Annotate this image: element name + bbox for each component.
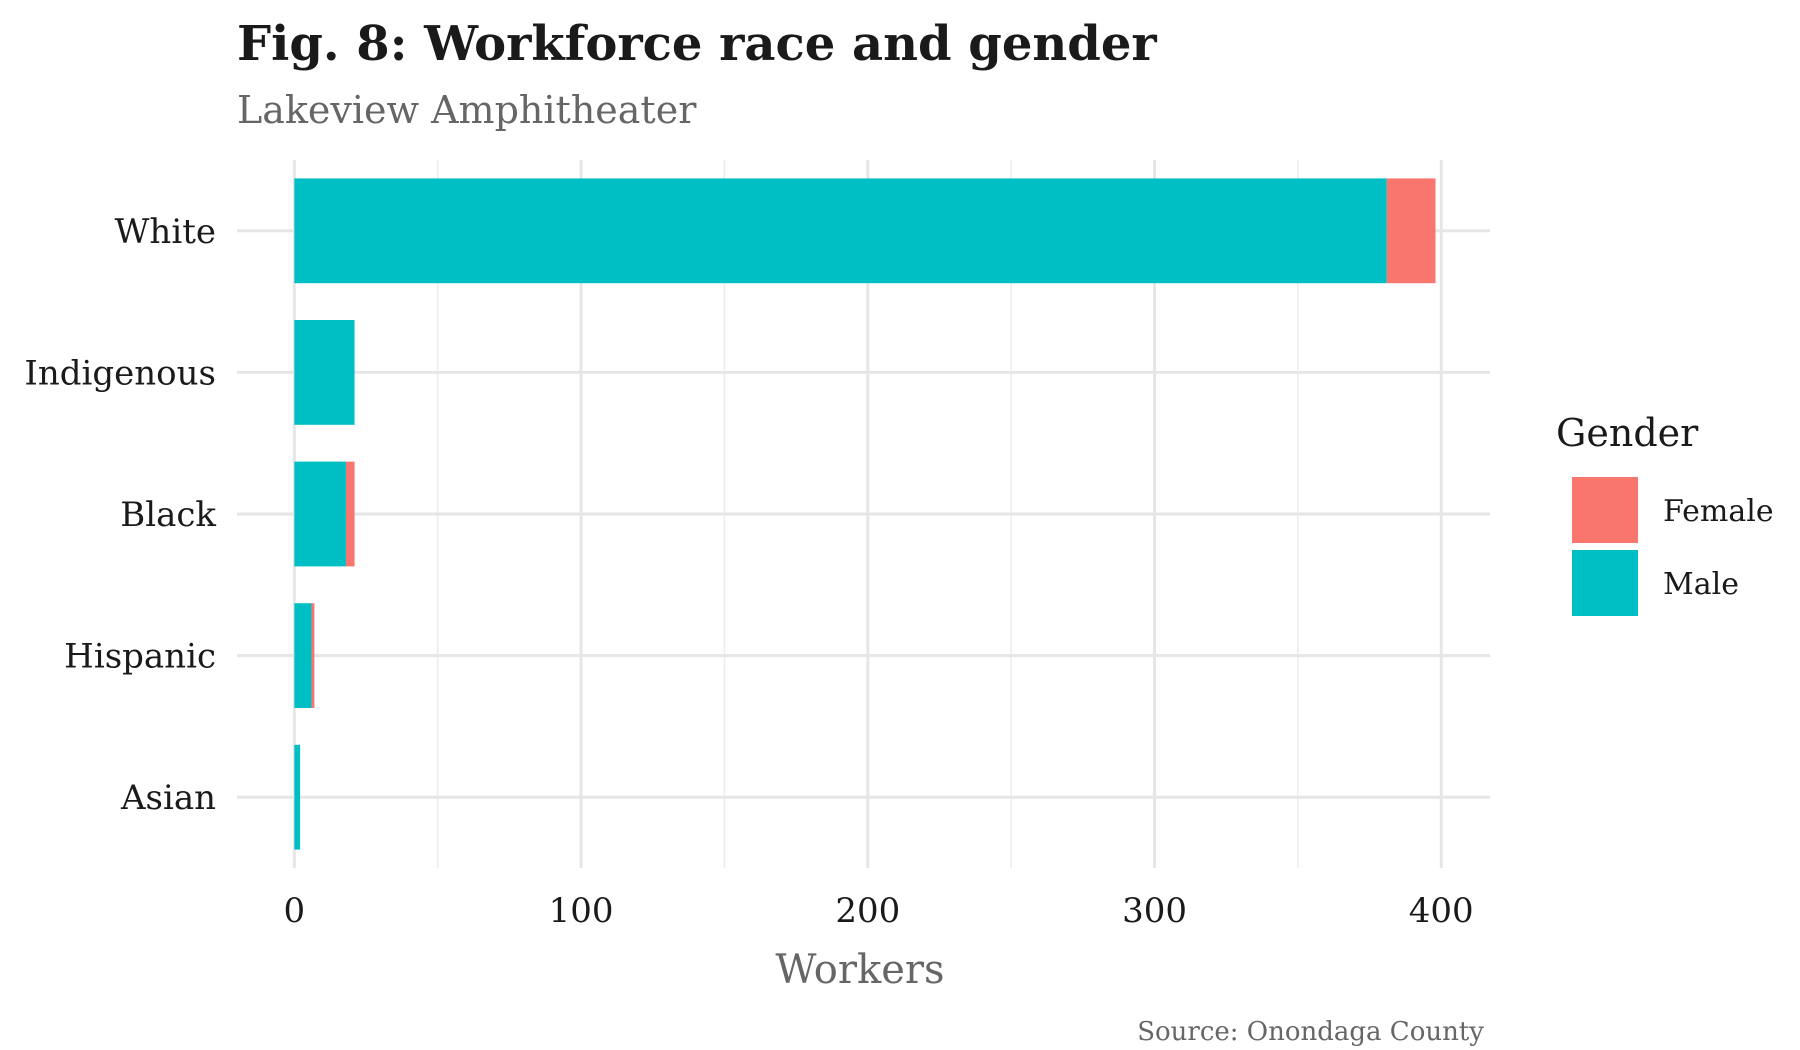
y-axis-tick-labels: White Indigenous Black Hispanic Asian bbox=[24, 212, 216, 818]
y-tick-label: Indigenous bbox=[24, 353, 216, 393]
y-tick-label: Hispanic bbox=[64, 637, 216, 677]
y-tick-label: White bbox=[114, 212, 216, 252]
y-tick-label: Black bbox=[120, 495, 216, 535]
legend-key-female bbox=[1572, 477, 1638, 543]
bar-male bbox=[294, 603, 312, 708]
x-tick-label: 400 bbox=[1409, 891, 1474, 931]
bar-female bbox=[345, 461, 355, 567]
bar-male bbox=[294, 178, 1387, 284]
x-tick-label: 200 bbox=[835, 891, 900, 931]
bar-male bbox=[294, 320, 355, 425]
x-tick-label: 300 bbox=[1122, 891, 1187, 931]
x-axis-tick-labels: 0 100 200 300 400 bbox=[284, 891, 1474, 931]
y-tick-label: Asian bbox=[120, 778, 216, 818]
x-tick-label: 0 bbox=[284, 891, 306, 931]
legend-key-male bbox=[1572, 550, 1638, 616]
bar-male bbox=[294, 461, 346, 567]
chart-caption: Source: Onondaga County bbox=[1137, 1017, 1484, 1047]
legend: Gender Female Male bbox=[1556, 411, 1774, 616]
bar-male bbox=[294, 744, 301, 850]
legend-title: Gender bbox=[1556, 411, 1699, 455]
chart-subtitle: Lakeview Amphitheater bbox=[237, 88, 697, 132]
chart-title: Fig. 8: Workforce race and gender bbox=[237, 16, 1157, 72]
legend-label: Female bbox=[1663, 494, 1774, 529]
x-axis-label: Workers bbox=[775, 947, 944, 993]
x-tick-label: 100 bbox=[549, 891, 614, 931]
legend-label: Male bbox=[1663, 567, 1739, 602]
bar-female bbox=[311, 603, 315, 708]
bars bbox=[294, 178, 1436, 850]
bar-female bbox=[1386, 178, 1436, 284]
